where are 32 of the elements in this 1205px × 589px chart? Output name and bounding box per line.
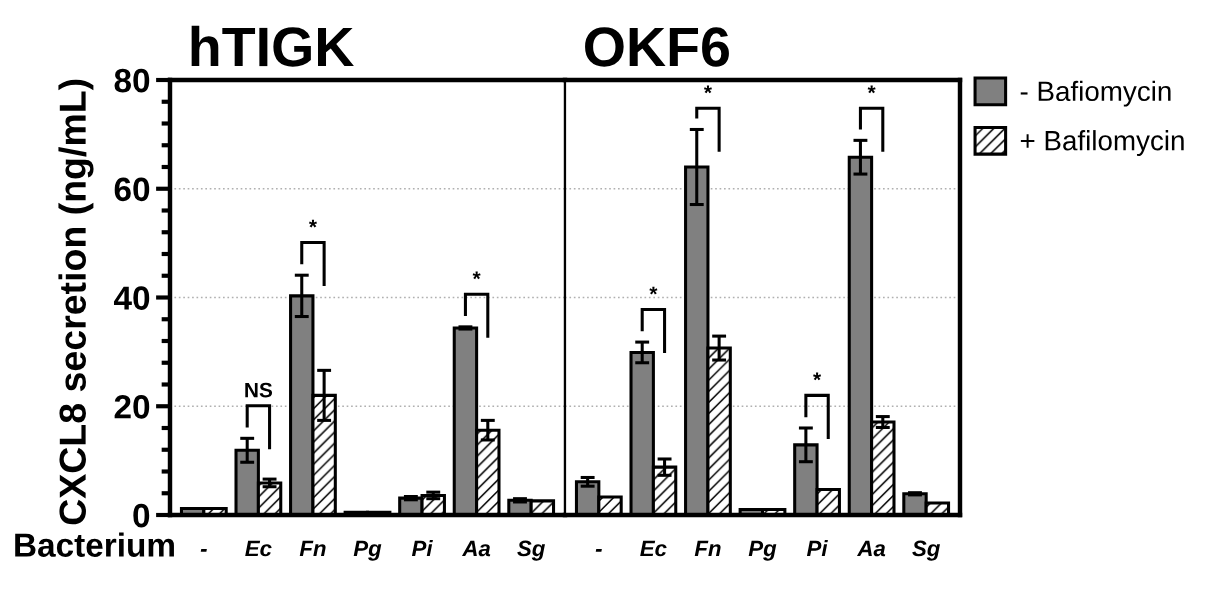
x-tick-label: Ec xyxy=(640,540,667,557)
x-tick-label: Pg xyxy=(748,540,777,561)
chart-title: OKF6 xyxy=(585,27,729,67)
x-tick-label: Pi xyxy=(806,540,828,557)
x-tick-label: Sg xyxy=(912,540,940,561)
y-tick-label: 0 xyxy=(133,503,150,528)
annotation: * xyxy=(649,286,658,295)
annotation: * xyxy=(813,372,822,381)
x-tick-label: Pg xyxy=(353,540,382,561)
x-axis-title: Bacterium xyxy=(15,532,174,557)
x-tick-label: Pi xyxy=(411,540,433,557)
annotation: * xyxy=(308,219,317,228)
x-tick-label: Aa xyxy=(856,540,886,557)
x-tick-label: - xyxy=(200,549,207,552)
legend-label: + Bafilomycin xyxy=(1020,130,1184,156)
annotation: * xyxy=(703,85,712,94)
y-tick-label: 60 xyxy=(114,177,150,202)
x-tick-label: Sg xyxy=(517,540,545,561)
y-axis-title: CXCL8 secretion (ng/mL) xyxy=(58,79,94,525)
legend-label: - Bafiomycin xyxy=(1020,80,1171,107)
x-tick-label: - xyxy=(595,549,602,552)
x-tick-label: Ec xyxy=(245,540,272,557)
annotation: * xyxy=(472,271,481,280)
annotation: NS xyxy=(245,382,273,398)
annotation: * xyxy=(867,85,876,94)
y-tick-label: 40 xyxy=(113,286,150,310)
y-tick-label: 20 xyxy=(114,395,150,419)
x-tick-label: Aa xyxy=(461,540,491,557)
y-tick-label: 80 xyxy=(114,68,150,93)
x-tick-label: Fn xyxy=(299,540,326,557)
chart-title: hTIGK xyxy=(191,25,354,67)
x-tick-label: Fn xyxy=(694,540,721,557)
